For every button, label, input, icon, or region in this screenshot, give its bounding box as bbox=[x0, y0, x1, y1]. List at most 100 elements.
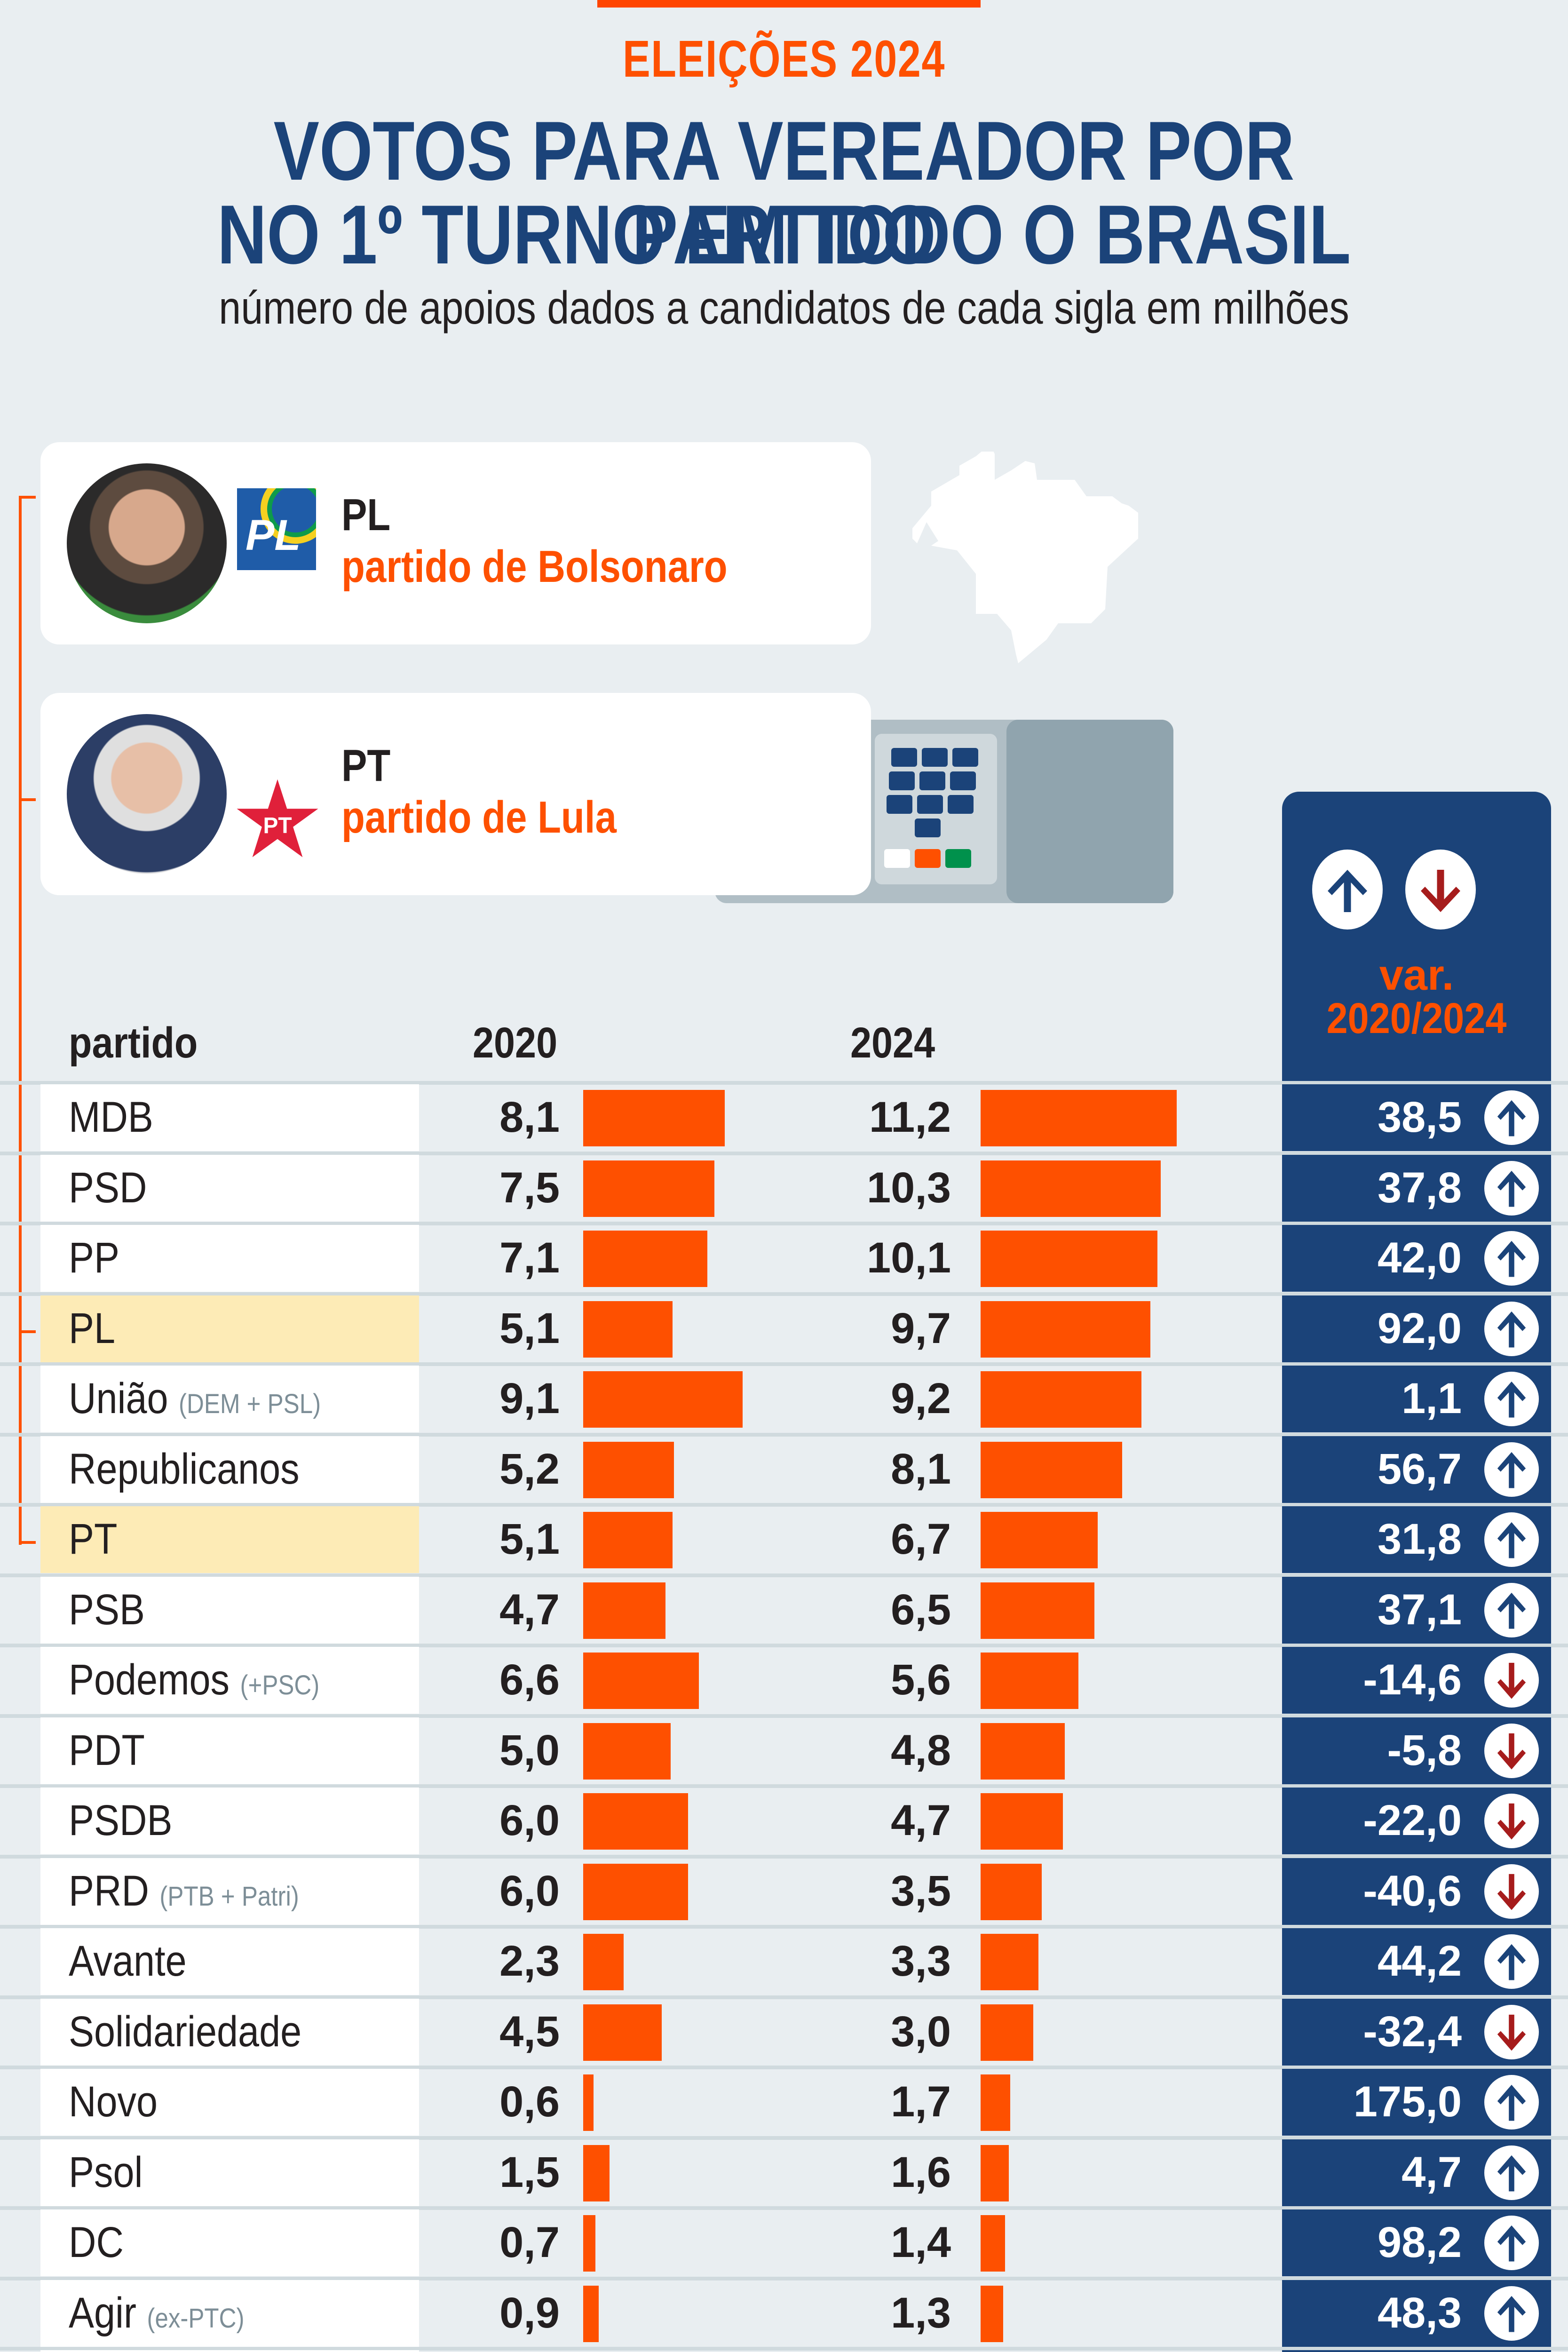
party-name: PSD bbox=[69, 1163, 147, 1213]
arrow-up-icon bbox=[1484, 1442, 1539, 1497]
bar-2020 bbox=[583, 1231, 708, 1287]
table-row: PP 7,1 10,1 42,0 bbox=[0, 1222, 1568, 1295]
bar-2020 bbox=[583, 1934, 624, 1990]
party-cell: Avante bbox=[40, 1928, 419, 1995]
party-label: MDB bbox=[69, 1093, 153, 1141]
bar-2024 bbox=[981, 1371, 1142, 1428]
bar-2024 bbox=[981, 1582, 1094, 1639]
pl-logo-icon: PL bbox=[237, 488, 316, 570]
bar-2024 bbox=[981, 1090, 1177, 1146]
arrow-up-icon bbox=[1312, 850, 1383, 930]
variation-value: -14,6 bbox=[1363, 1656, 1462, 1704]
party-label: PSD bbox=[69, 1163, 147, 1212]
party-cell: Novo bbox=[40, 2069, 419, 2136]
table-row: Solidariedade 4,5 3,0 -32,4 bbox=[0, 1995, 1568, 2069]
party-name: PSB bbox=[69, 1585, 145, 1635]
bar-2020 bbox=[583, 1512, 673, 1568]
party-label: PP bbox=[69, 1234, 120, 1282]
highlight-party: PT bbox=[341, 740, 391, 791]
value-2020: 6,0 bbox=[499, 1867, 560, 1915]
party-note: (DEM + PSL) bbox=[179, 1389, 321, 1419]
party-cell: DC bbox=[40, 2209, 419, 2276]
arrow-up-icon bbox=[1484, 1582, 1539, 1637]
row-separator bbox=[0, 1573, 1568, 1577]
bar-2024 bbox=[981, 1653, 1079, 1709]
value-2024: 3,0 bbox=[891, 2007, 951, 2056]
bar-2020 bbox=[583, 1723, 671, 1780]
variation-cell: 1,1 bbox=[1282, 1366, 1551, 1432]
value-2020: 4,7 bbox=[499, 1585, 560, 1634]
party-name: Avante bbox=[69, 1937, 187, 1986]
row-separator bbox=[0, 2276, 1568, 2280]
value-2020: 8,1 bbox=[499, 1093, 560, 1141]
variation-value: 175,0 bbox=[1353, 2078, 1462, 2126]
party-label: Agir bbox=[69, 2288, 136, 2337]
party-cell: PSD bbox=[40, 1154, 419, 1222]
table-row: MDB 8,1 11,2 38,5 bbox=[0, 1081, 1568, 1154]
value-2024: 1,7 bbox=[891, 2078, 951, 2126]
value-2020: 6,6 bbox=[499, 1656, 560, 1704]
variation-cell: 56,7 bbox=[1282, 1436, 1551, 1503]
table-row: Podemos (+PSC) 6,6 5,6 -14,6 bbox=[0, 1644, 1568, 1717]
value-2020: 5,1 bbox=[499, 1515, 560, 1563]
table-row: PT 5,1 6,7 31,8 bbox=[0, 1503, 1568, 1576]
value-2024: 6,7 bbox=[891, 1515, 951, 1563]
arrow-down-icon bbox=[1405, 850, 1476, 930]
row-separator bbox=[0, 1925, 1568, 1929]
row-separator bbox=[0, 1432, 1568, 1437]
bar-2024 bbox=[981, 1160, 1161, 1217]
value-2024: 1,6 bbox=[891, 2148, 951, 2196]
variation-cell: -5,8 bbox=[1282, 1717, 1551, 1784]
party-cell: PSB bbox=[40, 1576, 419, 1644]
top-accent-bar bbox=[597, 0, 981, 8]
value-2020: 7,5 bbox=[499, 1163, 560, 1212]
variation-cell: -40,6 bbox=[1282, 1858, 1551, 1925]
variation-value: 92,0 bbox=[1377, 1304, 1462, 1352]
value-2024: 11,2 bbox=[869, 1093, 951, 1141]
value-2024: 10,3 bbox=[866, 1163, 951, 1212]
party-cell: União (DEM + PSL) bbox=[40, 1366, 419, 1432]
value-2020: 0,9 bbox=[499, 2288, 560, 2337]
bar-2024 bbox=[981, 1301, 1150, 1358]
bar-2024 bbox=[981, 2145, 1009, 2201]
bar-2024 bbox=[981, 2004, 1033, 2061]
bolsonaro-photo bbox=[67, 463, 227, 623]
column-header-2024: 2024 bbox=[850, 1019, 935, 1067]
row-separator bbox=[0, 1503, 1568, 1507]
party-cell: MDB bbox=[40, 1084, 419, 1151]
party-name: Podemos (+PSC) bbox=[69, 1655, 319, 1705]
bar-2024 bbox=[981, 1863, 1042, 1920]
party-label: Solidariedade bbox=[69, 2007, 302, 2056]
party-name: PSDB bbox=[69, 1796, 172, 1845]
arrow-up-icon bbox=[1484, 1512, 1539, 1567]
party-name: PP bbox=[69, 1233, 119, 1283]
party-name: Agir (ex-PTC) bbox=[69, 2288, 244, 2338]
variation-value: -32,4 bbox=[1363, 2007, 1462, 2056]
party-name: PT bbox=[69, 1515, 117, 1564]
party-note: (PTB + Patri) bbox=[159, 1881, 299, 1912]
table-row: Novo 0,6 1,7 175,0 bbox=[0, 2066, 1568, 2139]
value-2020: 5,0 bbox=[499, 1726, 560, 1774]
variation-cell: -22,0 bbox=[1282, 1788, 1551, 1854]
value-2020: 2,3 bbox=[499, 1937, 560, 1985]
value-2024: 9,2 bbox=[891, 1375, 951, 1422]
variation-cell: 4,7 bbox=[1282, 2139, 1551, 2206]
highlight-party: PL bbox=[341, 490, 391, 540]
page-title-line1: VOTOS PARA VEREADOR POR PARTIDO bbox=[273, 104, 1295, 281]
variation-value: 98,2 bbox=[1377, 2218, 1462, 2266]
row-separator bbox=[0, 2347, 1568, 2351]
arrow-up-icon bbox=[1484, 1160, 1539, 1216]
value-2024: 9,7 bbox=[891, 1304, 951, 1352]
value-2024: 8,1 bbox=[891, 1445, 951, 1493]
highlight-description: partido de Bolsonaro bbox=[341, 541, 728, 592]
row-separator bbox=[0, 1995, 1568, 1999]
value-2024: 10,1 bbox=[866, 1234, 951, 1282]
table-row: União (DEM + PSL) 9,1 9,2 1,1 bbox=[0, 1362, 1568, 1436]
party-cell: PDT bbox=[40, 1717, 419, 1784]
table-row: Agir (ex-PTC) 0,9 1,3 48,3 bbox=[0, 2276, 1568, 2350]
bar-2020 bbox=[583, 2004, 662, 2061]
bar-2024 bbox=[981, 1441, 1123, 1498]
party-label: PL bbox=[69, 1304, 116, 1352]
value-2020: 5,2 bbox=[499, 1445, 560, 1493]
table-row: PSB 4,7 6,5 37,1 bbox=[0, 1573, 1568, 1647]
